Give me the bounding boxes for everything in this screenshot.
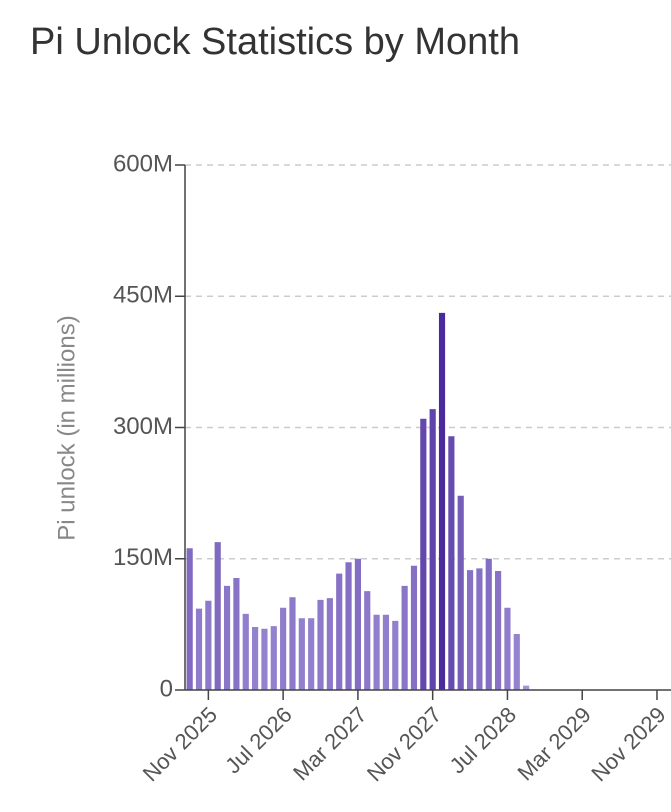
bar [429,409,436,690]
bar [186,548,193,690]
bar [252,627,259,690]
bar [382,614,390,690]
bar [364,591,371,690]
x-tick-label: Jul 2028 [445,702,522,779]
bar [195,608,203,690]
bar [373,614,380,690]
y-tick-label: 600M [113,150,173,177]
bar [270,626,277,690]
x-tick-label: Nov 2025 [138,702,222,786]
bar [289,597,296,690]
bar [420,418,427,690]
bar [205,600,212,690]
bar [317,599,324,690]
bar [438,312,446,690]
bar [308,618,315,690]
y-tick-label: 300M [113,413,173,440]
bar [214,542,221,690]
bar [345,562,352,690]
y-tick-label: 0 [160,675,173,702]
bar [457,495,464,690]
y-tick-label: 150M [113,544,173,571]
bar [261,628,268,690]
bar [410,565,418,690]
x-tick-label: Jul 2026 [220,702,297,779]
bar [280,607,287,690]
bar [448,436,455,690]
bar [242,613,249,690]
x-tick-label: Nov 2029 [586,702,670,786]
chart-title: Pi Unlock Statistics by Month [30,21,520,63]
bar [466,570,474,690]
bar [336,573,343,690]
bar [401,585,408,690]
bar [223,585,231,690]
y-axis-label: Pi unlock (in millions) [53,315,80,540]
bar [233,578,240,690]
bar [523,685,530,690]
x-tick-label: Mar 2027 [288,702,371,785]
x-tick-label: Nov 2027 [362,702,446,786]
bar [495,571,502,690]
bar [504,607,511,690]
bar [392,620,399,690]
y-tick-label: 450M [113,282,173,309]
bar [513,634,520,690]
bar [298,618,305,690]
bar [485,558,492,690]
bar [476,568,483,690]
x-tick-label: Mar 2029 [512,702,595,785]
bar [326,598,333,690]
bar [354,558,361,690]
